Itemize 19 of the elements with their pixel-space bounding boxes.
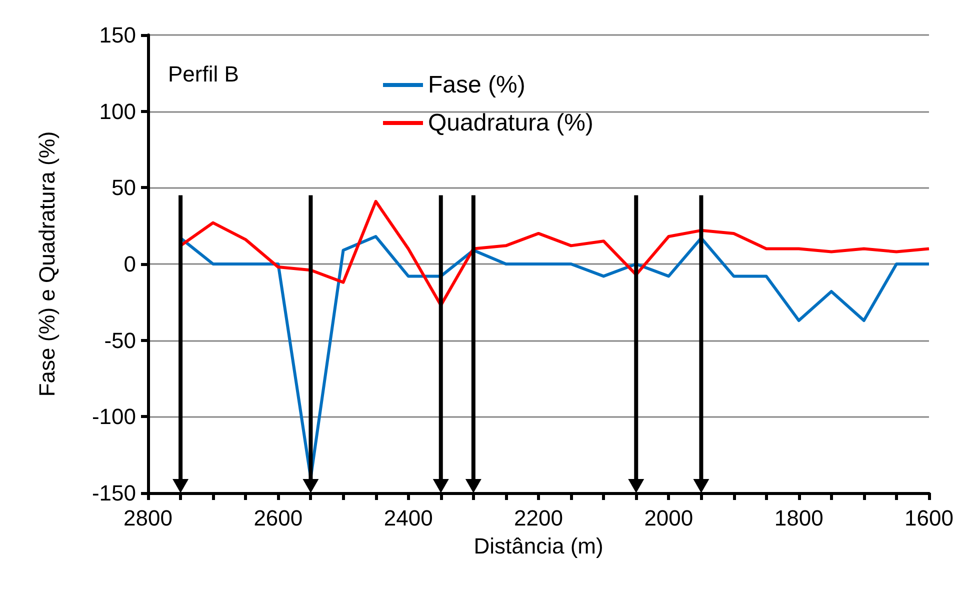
- x-tick-label: 1800: [774, 506, 824, 530]
- x-tick-label: 2200: [514, 506, 563, 530]
- y-axis-title: Fase (%) e Quadratura (%): [34, 131, 60, 397]
- x-tick-label: 2400: [384, 506, 433, 530]
- x-tick-label: 2800: [124, 506, 172, 530]
- y-tick-label: 150: [99, 22, 136, 48]
- y-tick-label: 0: [124, 252, 136, 276]
- y-tick-label: 100: [99, 98, 136, 124]
- y-tick-label: -150: [92, 480, 136, 506]
- y-tick-label: -50: [104, 328, 136, 353]
- x-axis-title: Distância (m): [474, 534, 604, 558]
- y-tick-label: -100: [92, 404, 136, 430]
- y-tick-label: 50: [112, 175, 136, 200]
- x-tick-label: 2000: [644, 506, 694, 530]
- x-tick-label: 2600: [254, 506, 303, 530]
- legend-label: Fase (%): [428, 72, 526, 98]
- annotation: Perfil B: [168, 62, 239, 86]
- legend-label: Quadratura (%): [428, 110, 594, 136]
- x-tick-label: 1600: [904, 506, 954, 530]
